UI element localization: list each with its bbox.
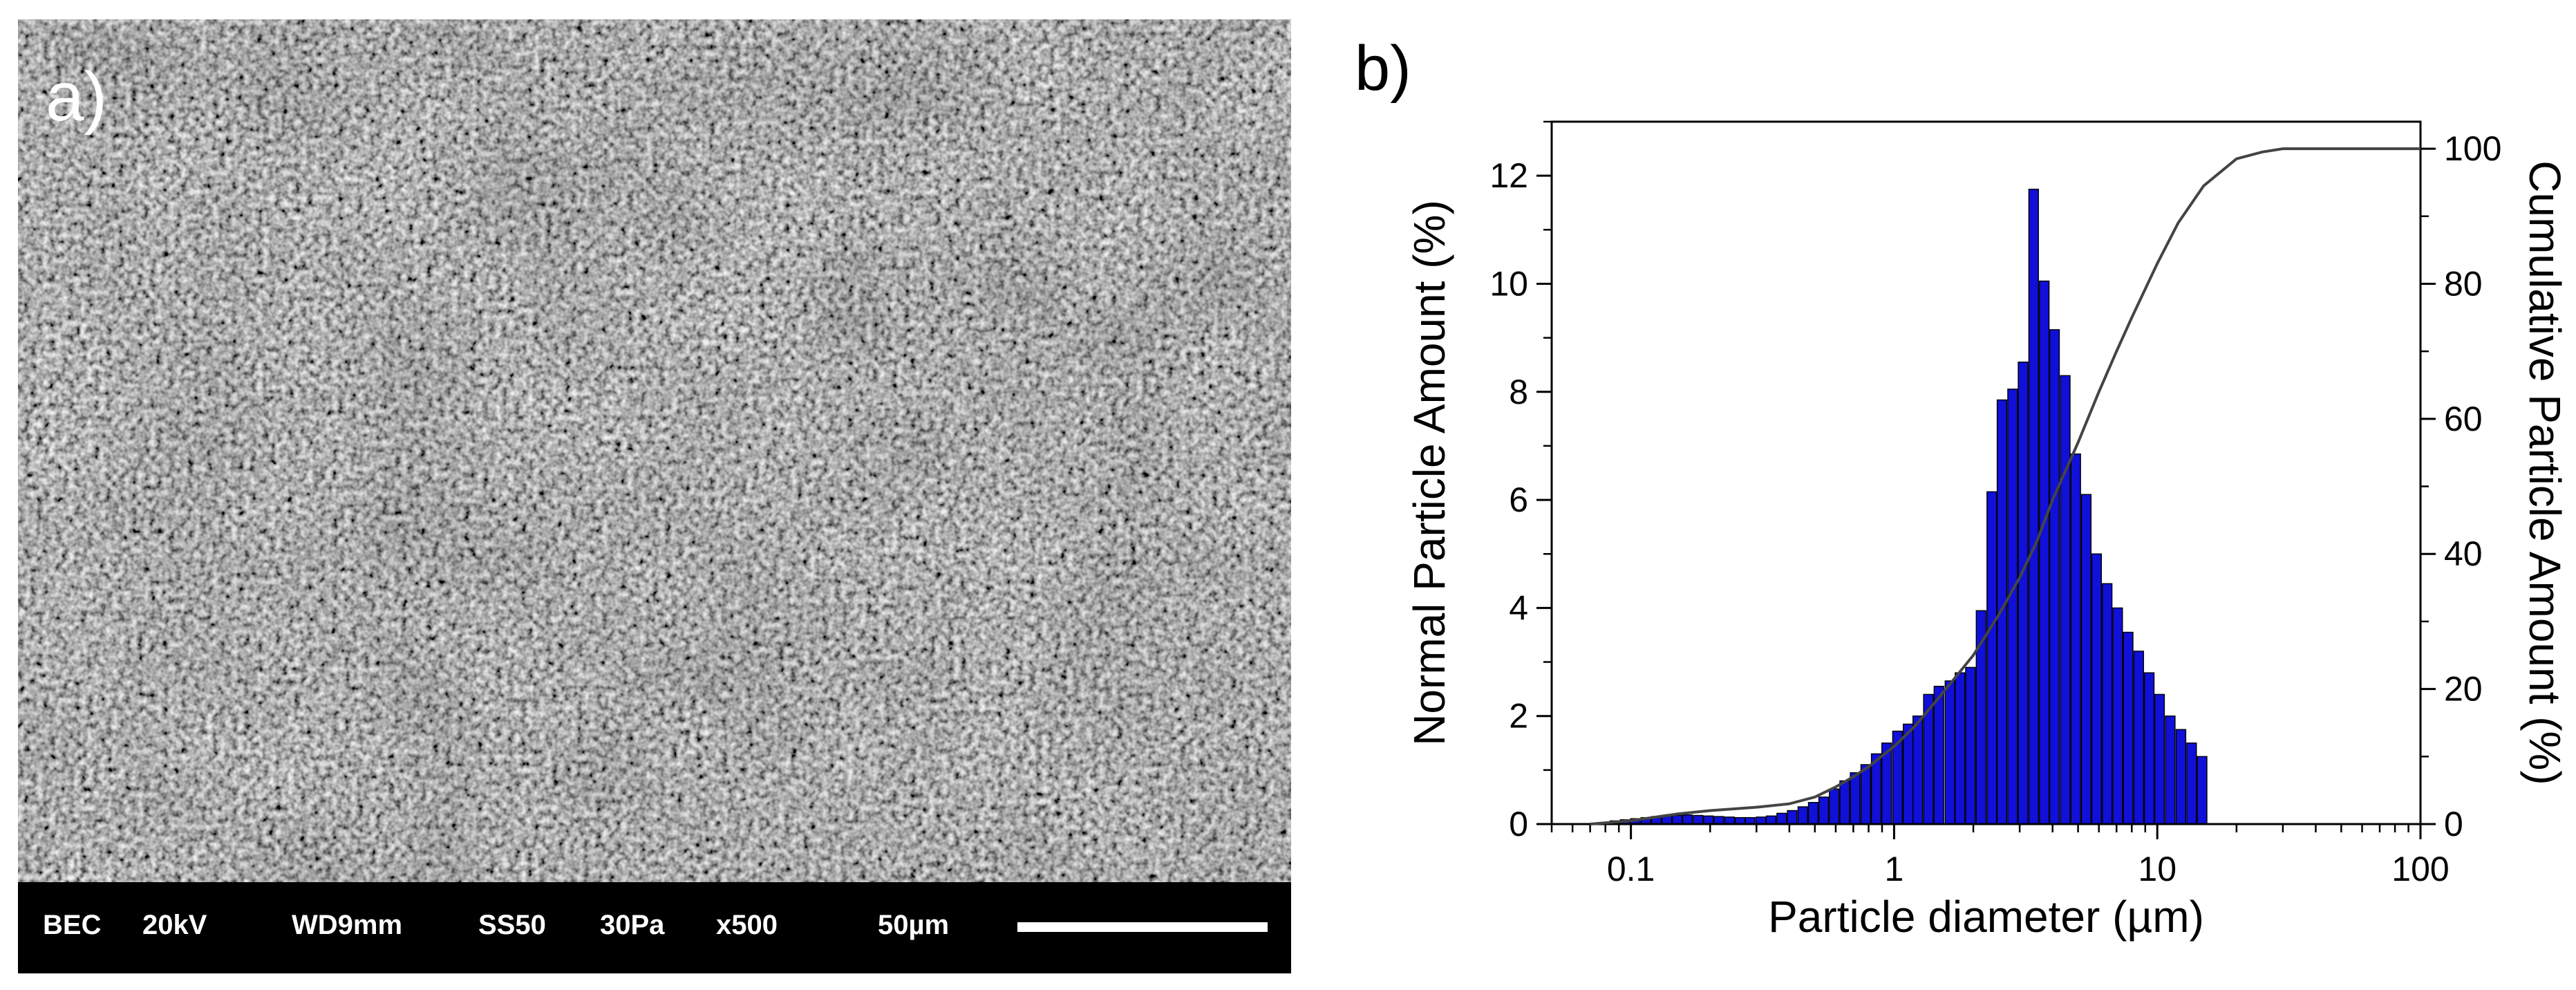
- y-tick-label: 12: [1489, 156, 1528, 195]
- y2-axis-title: Cumulative Particle Amount (%): [2520, 160, 2570, 785]
- y2-tick-label: 40: [2444, 534, 2483, 573]
- bar: [1787, 810, 1798, 825]
- bar: [1955, 672, 1966, 825]
- y-tick-label: 4: [1509, 588, 1528, 627]
- bar: [1693, 814, 1704, 825]
- bar: [2070, 453, 2081, 825]
- bar: [1807, 802, 1819, 825]
- y2-tick-label: 20: [2444, 670, 2483, 709]
- panel-b-label: b): [1355, 33, 1411, 104]
- bar: [1682, 814, 1693, 825]
- databar-magnification: x500: [716, 910, 778, 940]
- y2-tick-label: 60: [2444, 400, 2483, 438]
- bar: [1756, 816, 1767, 825]
- bar: [2143, 672, 2155, 825]
- bar: [1776, 812, 1787, 825]
- bar: [2007, 389, 2018, 825]
- bar: [2123, 631, 2134, 825]
- x-tick-label: 10: [2138, 850, 2177, 888]
- bar: [2197, 756, 2208, 825]
- bar: [1713, 816, 1724, 825]
- bar: [1903, 723, 1914, 825]
- bar: [1703, 815, 1714, 825]
- bar: [2018, 362, 2029, 825]
- y-tick-label: 8: [1509, 373, 1528, 411]
- databar-voltage: 20kV: [142, 910, 207, 940]
- databar-working-distance: WD9mm: [292, 910, 403, 940]
- bar: [1829, 788, 1840, 825]
- chart-panel: b) 0.1 1 10 100 0 2 4 6 8 10 12 0 20 40 60 80 100 Partic…: [1313, 0, 2576, 990]
- bar: [1933, 686, 1944, 825]
- bar: [1912, 715, 1924, 825]
- x-tick-label: 0.1: [1607, 850, 1655, 888]
- databar-spot-size: SS50: [478, 910, 546, 940]
- scale-bar: [1017, 922, 1268, 932]
- bar: [2039, 280, 2050, 825]
- databar-mode: BEC: [43, 910, 102, 940]
- sem-micrograph: [18, 19, 1291, 882]
- bar: [1839, 780, 1850, 825]
- cumulative-curve: [1590, 147, 2420, 825]
- sem-panel: a) BEC 20kV WD9mm SS50 30Pa x500 50µm: [18, 19, 1291, 973]
- bar: [2080, 494, 2092, 825]
- bar: [2060, 375, 2071, 825]
- bar: [1965, 666, 1976, 825]
- y-tick-label: 0: [1509, 805, 1528, 843]
- y2-tick-label: 0: [2444, 805, 2463, 843]
- x-tick-label: 1: [1885, 850, 1904, 888]
- bar: [2165, 715, 2176, 825]
- bar: [2028, 188, 2039, 825]
- y-tick-label: 10: [1489, 264, 1528, 303]
- bar: [2102, 583, 2113, 825]
- bar: [2091, 553, 2103, 825]
- x-axis-title: Particle diameter (µm): [1768, 892, 2204, 942]
- bar: [1724, 816, 1735, 825]
- y-tick-label: 2: [1509, 697, 1528, 736]
- bar: [2133, 651, 2144, 825]
- bar: [1986, 491, 1997, 825]
- y-tick-label: 6: [1509, 480, 1528, 519]
- databar-scale-text: 50µm: [878, 910, 950, 940]
- bar: [1797, 806, 1808, 825]
- bar: [2186, 742, 2197, 825]
- y2-tick-label: 80: [2444, 264, 2483, 303]
- bar: [1944, 680, 1955, 825]
- plot-frame: [1550, 120, 2422, 825]
- bar: [2112, 607, 2123, 825]
- x-tick-label: 100: [2391, 850, 2449, 888]
- particle-size-chart: b) 0.1 1 10 100 0 2 4 6 8 10 12 0 20 40 60 80 100 Partic…: [1355, 33, 2570, 942]
- sem-databar: BEC 20kV WD9mm SS50 30Pa x500 50µm: [18, 882, 1291, 973]
- bar: [2049, 329, 2060, 825]
- y2-tick-label: 100: [2444, 129, 2501, 168]
- bar: [2175, 729, 2187, 825]
- bar: [1860, 764, 1871, 825]
- panel-a-label: a): [46, 58, 107, 136]
- bar: [1818, 796, 1830, 825]
- bar: [1672, 814, 1683, 825]
- databar-pressure: 30Pa: [600, 910, 665, 940]
- y-axis-title: Normal Particle Amount (%): [1404, 200, 1454, 746]
- bar: [2154, 693, 2165, 825]
- bar: [1850, 772, 1861, 825]
- bar: [1996, 399, 2008, 825]
- bar: [1765, 815, 1777, 825]
